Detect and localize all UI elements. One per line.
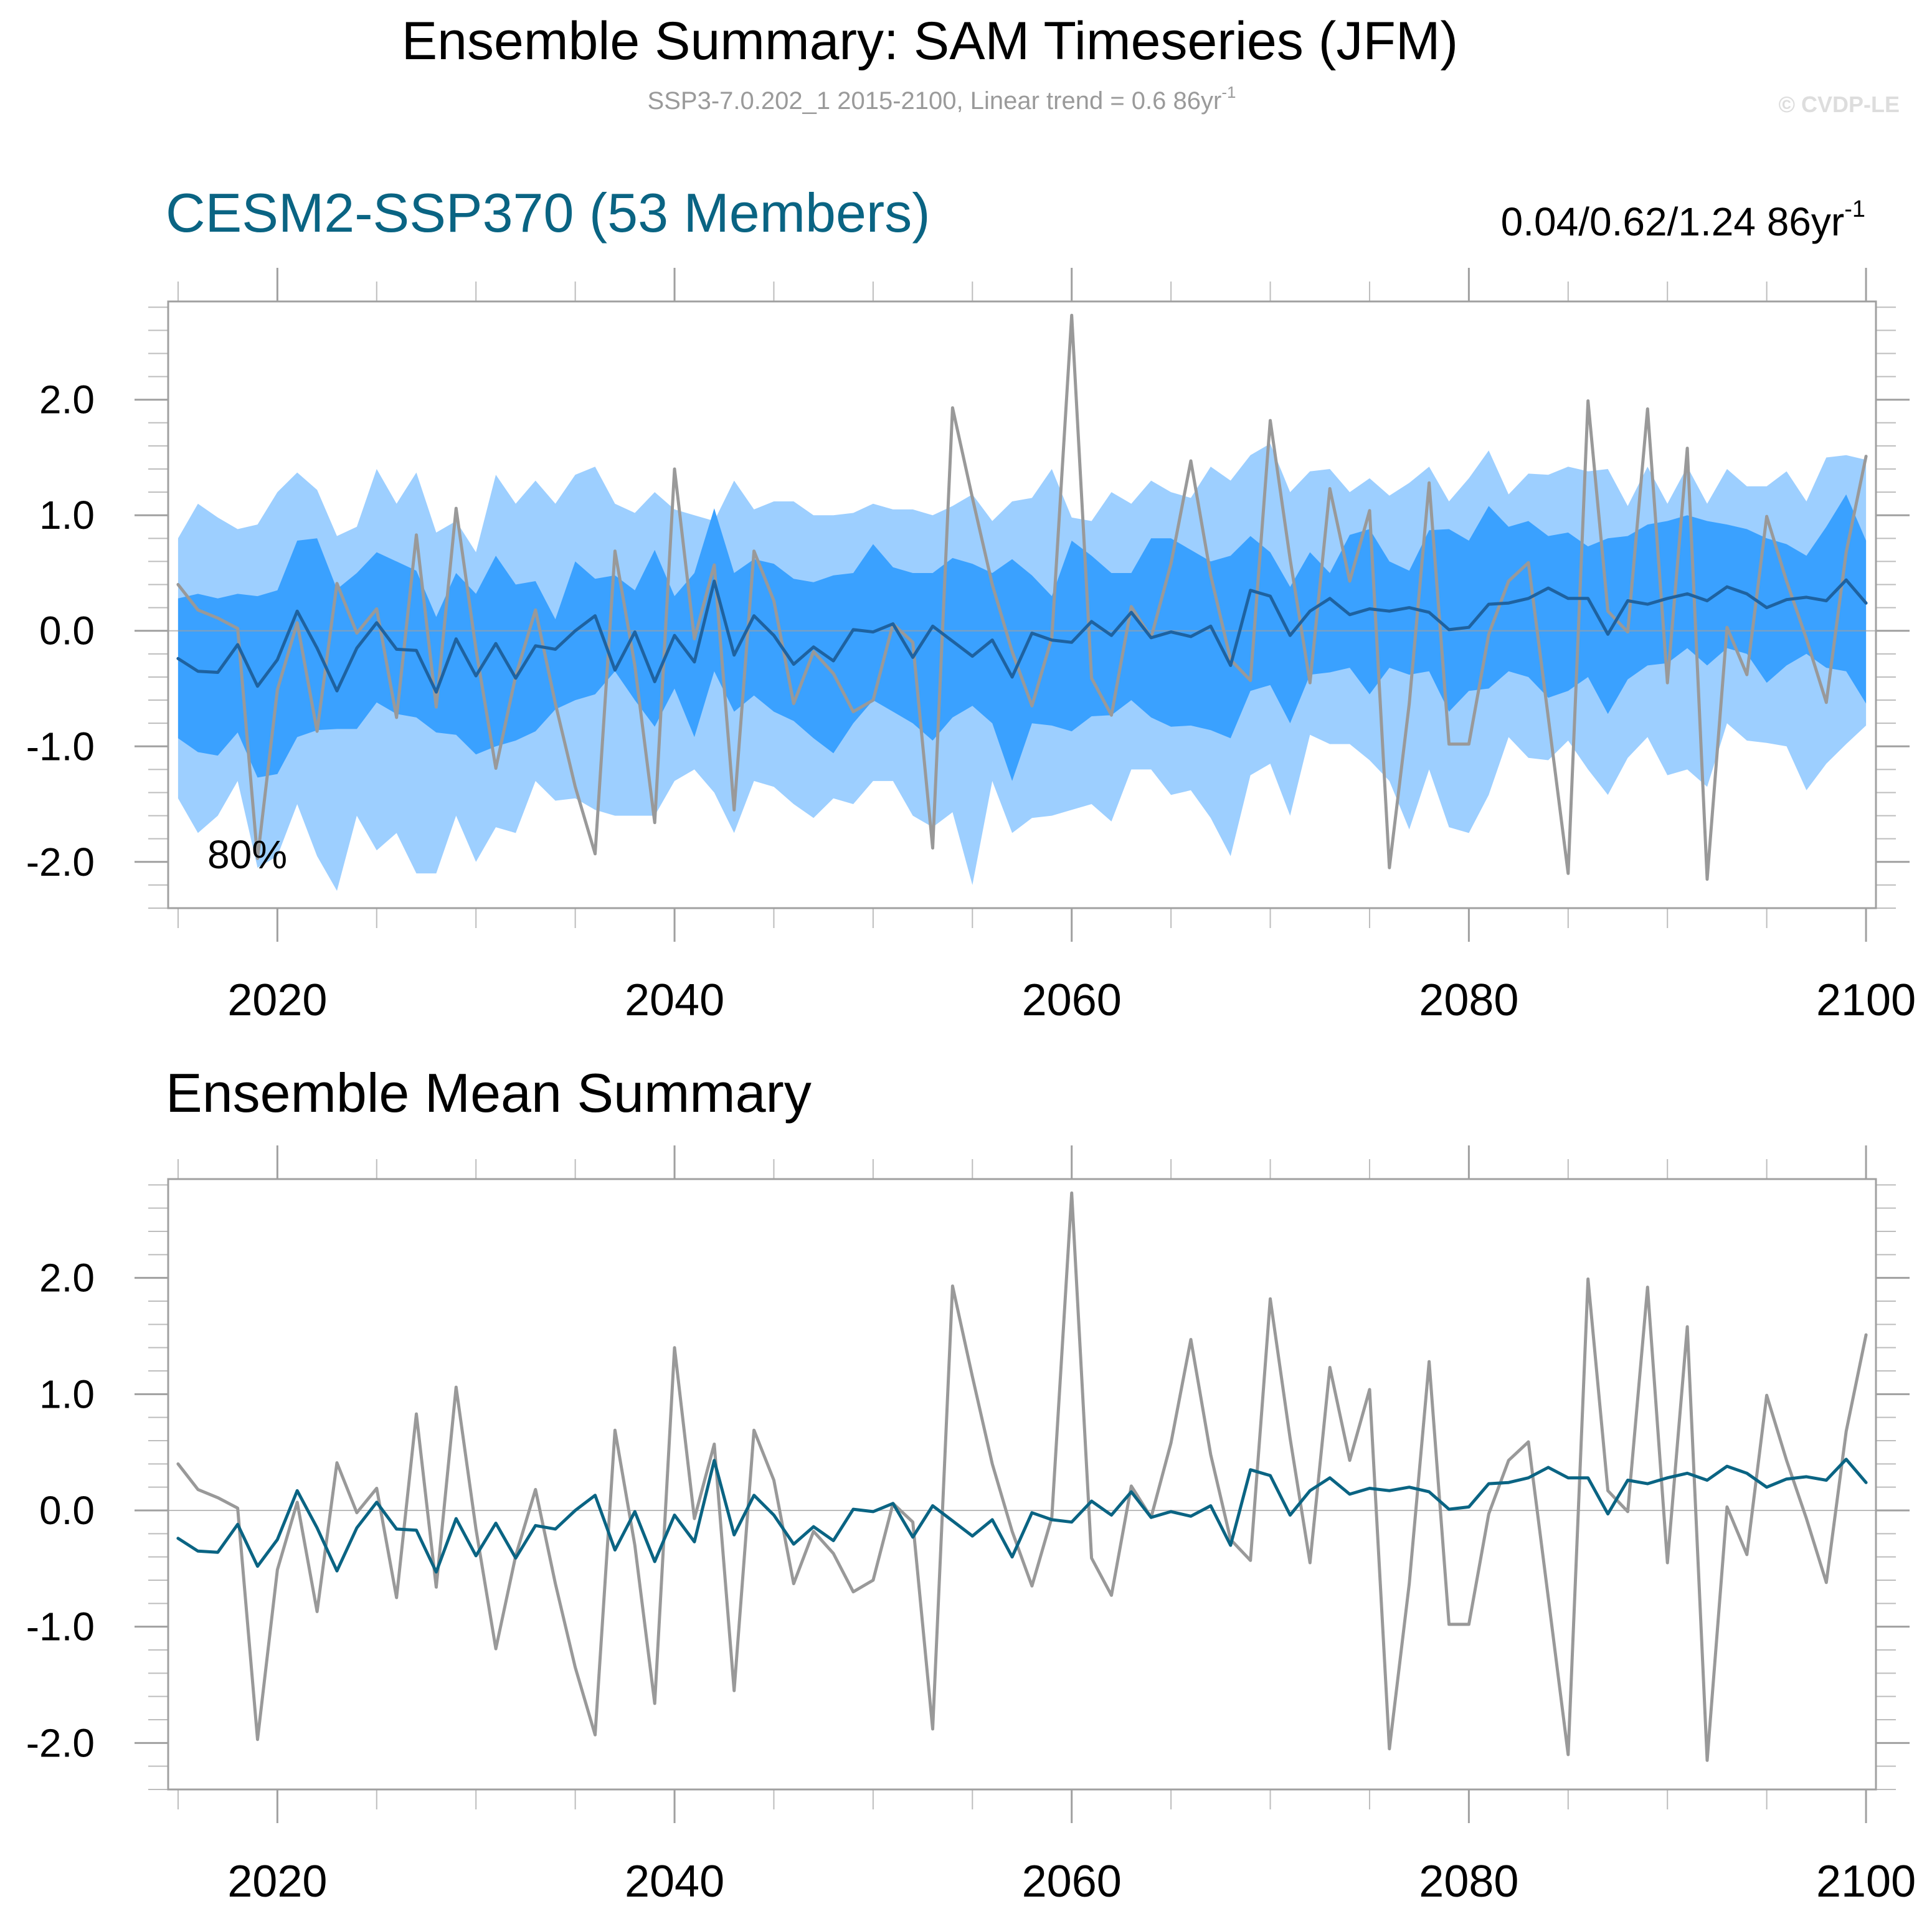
x-tick-label: 2040 bbox=[625, 1857, 724, 1907]
bottom-panel-title: Ensemble Mean Summary bbox=[166, 1062, 812, 1124]
y-tick-label: 1.0 bbox=[39, 493, 95, 538]
top-panel-title: CESM2-SSP370 (53 Members) bbox=[166, 182, 930, 244]
x-tick-label: 2060 bbox=[1022, 1857, 1122, 1907]
y-tick-label: 2.0 bbox=[39, 1256, 95, 1301]
observation-line bbox=[176, 313, 1868, 881]
top-tick-labels: 2.0 1.0 0.0 -1.0 -2.0 2020 2040 2060 2080 2100 bbox=[26, 377, 1916, 1025]
x-tick-label: 2040 bbox=[625, 975, 724, 1025]
x-tick-label: 2080 bbox=[1419, 1857, 1518, 1907]
ensemble-mean-line bbox=[176, 578, 1868, 694]
percentile-band bbox=[178, 494, 1867, 781]
x-tick-label: 2020 bbox=[227, 1857, 327, 1907]
top-inner-band-layer bbox=[178, 494, 1867, 781]
y-tick-label: 0.0 bbox=[39, 609, 95, 653]
y-tick-label: 0.0 bbox=[39, 1488, 95, 1533]
y-tick-label: -2.0 bbox=[26, 1720, 95, 1765]
x-tick-label: 2060 bbox=[1022, 975, 1122, 1025]
plot-frame bbox=[167, 1178, 1877, 1791]
y-tick-label: -2.0 bbox=[26, 840, 95, 884]
top-axes bbox=[135, 268, 1910, 942]
x-tick-label: 2020 bbox=[227, 975, 327, 1025]
ensemble-mean-line bbox=[176, 1457, 1868, 1574]
x-tick-label: 2100 bbox=[1816, 1857, 1916, 1907]
bottom-series-layer bbox=[176, 1191, 1868, 1762]
bottom-minor-ticks bbox=[148, 1159, 1896, 1809]
top-series-layer bbox=[176, 313, 1868, 881]
bottom-panel-chart: 2.0 1.0 0.0 -1.0 -2.0 2020 2040 2060 2080 2100 bbox=[26, 1145, 1916, 1907]
y-tick-label: -1.0 bbox=[26, 1604, 95, 1649]
x-tick-label: 2080 bbox=[1419, 975, 1518, 1025]
x-tick-label: 2100 bbox=[1816, 975, 1916, 1025]
copyright-label: © CVDP-LE bbox=[1778, 92, 1900, 117]
subtitle-sup: -1 bbox=[1221, 83, 1236, 102]
top-panel-chart: 2.0 1.0 0.0 -1.0 -2.0 2020 2040 2060 2080 2100 80… bbox=[26, 268, 1916, 1025]
top-panel-trend: 0.04/0.62/1.24 86yr-1 bbox=[1501, 196, 1865, 244]
figure-title: Ensemble Summary: SAM Timeseries (JFM) bbox=[402, 11, 1458, 71]
bottom-tick-labels: 2.0 1.0 0.0 -1.0 -2.0 2020 2040 2060 2080 2100 bbox=[26, 1256, 1916, 1907]
figure-subtitle: SSP3-7.0.202_1 2015-2100, Linear trend =… bbox=[648, 83, 1236, 115]
y-tick-label: 2.0 bbox=[39, 377, 95, 422]
trend-text: 0.04/0.62/1.24 86yr bbox=[1501, 199, 1845, 244]
bottom-axes bbox=[135, 1145, 1910, 1823]
y-tick-label: -1.0 bbox=[26, 724, 95, 769]
subtitle-text: SSP3-7.0.202_1 2015-2100, Linear trend =… bbox=[648, 87, 1222, 115]
trend-sup: -1 bbox=[1844, 196, 1865, 222]
y-tick-label: 1.0 bbox=[39, 1372, 95, 1416]
plot-frame bbox=[167, 300, 1877, 909]
observation-line bbox=[176, 1191, 1868, 1762]
percentile-label: 80% bbox=[207, 832, 287, 877]
top-minor-ticks bbox=[148, 282, 1896, 928]
